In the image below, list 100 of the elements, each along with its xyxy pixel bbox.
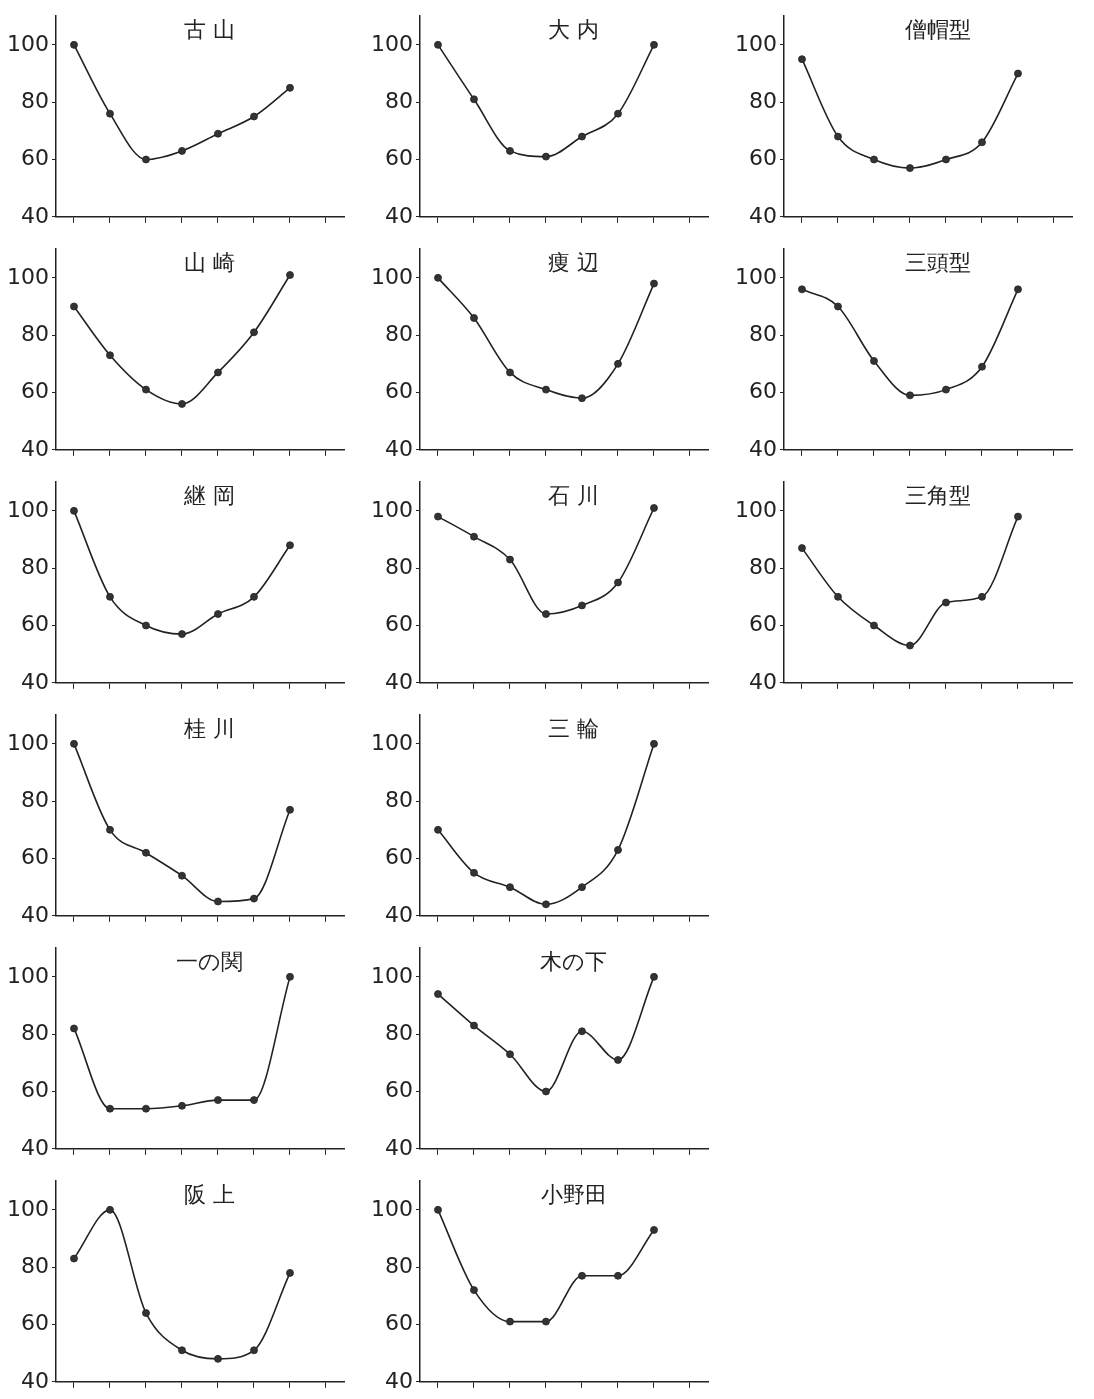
point bbox=[798, 55, 806, 64]
point bbox=[142, 621, 150, 630]
y-tick-label: 100 bbox=[6, 1195, 49, 1221]
point bbox=[178, 400, 186, 408]
point bbox=[614, 359, 622, 368]
point bbox=[578, 132, 586, 141]
point bbox=[470, 532, 478, 541]
point bbox=[542, 385, 550, 394]
y-tick-label: 100 bbox=[734, 496, 777, 522]
point bbox=[470, 868, 478, 877]
y-tick-label: 80 bbox=[384, 1252, 413, 1278]
point bbox=[578, 394, 586, 403]
point bbox=[286, 1269, 294, 1277]
point bbox=[250, 894, 258, 903]
y-tick-label: 60 bbox=[20, 378, 49, 404]
point bbox=[614, 1271, 622, 1280]
point bbox=[978, 138, 986, 147]
point bbox=[906, 641, 914, 650]
point bbox=[106, 109, 114, 118]
point bbox=[906, 164, 914, 172]
point bbox=[286, 541, 294, 550]
y-tick-label: 80 bbox=[20, 553, 49, 579]
point bbox=[578, 1027, 586, 1036]
y-tick-label: 80 bbox=[20, 320, 49, 346]
y-tick-label: 40 bbox=[20, 202, 49, 228]
y-tick-label: 60 bbox=[748, 378, 777, 404]
point bbox=[542, 610, 550, 618]
point bbox=[106, 351, 114, 360]
y-tick-label: 40 bbox=[748, 435, 777, 461]
chart-title: 大 内 bbox=[548, 16, 600, 42]
point bbox=[470, 314, 478, 322]
point bbox=[250, 112, 258, 121]
y-tick-label: 40 bbox=[748, 202, 777, 228]
y-tick-label: 100 bbox=[370, 496, 413, 522]
chart-title: 桂 川 bbox=[183, 715, 236, 741]
y-tick-label: 80 bbox=[384, 786, 413, 812]
point bbox=[70, 302, 78, 311]
y-tick-label: 100 bbox=[6, 962, 49, 988]
point bbox=[614, 109, 622, 118]
point bbox=[798, 544, 806, 553]
point bbox=[214, 368, 222, 377]
chart-title: 石 川 bbox=[548, 482, 600, 508]
point bbox=[434, 40, 442, 49]
point bbox=[250, 1346, 258, 1355]
point bbox=[834, 302, 842, 311]
y-tick-label: 80 bbox=[20, 87, 49, 113]
chart-title: 山 崎 bbox=[184, 249, 236, 275]
y-tick-label: 40 bbox=[384, 901, 413, 927]
y-tick-label: 100 bbox=[370, 263, 413, 289]
y-tick-label: 80 bbox=[384, 320, 413, 346]
y-tick-label: 40 bbox=[384, 1367, 413, 1393]
y-tick-label: 100 bbox=[370, 729, 413, 755]
y-tick-label: 40 bbox=[384, 202, 413, 228]
point bbox=[434, 273, 442, 282]
point bbox=[286, 972, 294, 981]
y-tick-label: 80 bbox=[384, 553, 413, 579]
chart-title: 古 山 bbox=[184, 16, 236, 42]
point bbox=[142, 155, 150, 164]
point bbox=[70, 739, 78, 748]
point bbox=[942, 598, 950, 607]
y-tick-label: 100 bbox=[734, 30, 777, 56]
point bbox=[70, 1024, 78, 1033]
point bbox=[978, 592, 986, 601]
point bbox=[578, 1271, 586, 1280]
chart-title: 継 岡 bbox=[183, 482, 236, 508]
point bbox=[250, 592, 258, 601]
point bbox=[286, 805, 294, 814]
point bbox=[578, 883, 586, 892]
point bbox=[506, 1317, 514, 1326]
point bbox=[506, 1050, 514, 1059]
point bbox=[614, 578, 622, 587]
y-tick-label: 100 bbox=[6, 30, 49, 56]
point bbox=[214, 1354, 222, 1363]
point bbox=[906, 391, 914, 400]
point bbox=[214, 610, 222, 618]
point bbox=[542, 1317, 550, 1326]
point bbox=[870, 621, 878, 630]
y-tick-label: 80 bbox=[748, 553, 777, 579]
point bbox=[650, 504, 658, 512]
point bbox=[870, 357, 878, 365]
y-tick-label: 60 bbox=[384, 1310, 413, 1336]
y-tick-label: 80 bbox=[384, 87, 413, 113]
y-tick-label: 80 bbox=[20, 786, 49, 812]
chart-title: 三 輪 bbox=[548, 715, 600, 741]
point bbox=[178, 1101, 186, 1110]
point bbox=[650, 40, 658, 49]
y-tick-label: 80 bbox=[748, 87, 777, 113]
point bbox=[250, 328, 258, 337]
point bbox=[578, 601, 586, 610]
point bbox=[650, 279, 658, 288]
point bbox=[834, 132, 842, 141]
point bbox=[178, 146, 186, 155]
y-tick-label: 100 bbox=[6, 263, 49, 289]
point bbox=[1014, 512, 1022, 521]
point bbox=[614, 845, 622, 854]
point bbox=[650, 1226, 658, 1234]
y-tick-label: 60 bbox=[20, 844, 49, 870]
y-tick-label: 40 bbox=[384, 668, 413, 694]
point bbox=[434, 512, 442, 521]
point bbox=[870, 155, 878, 164]
